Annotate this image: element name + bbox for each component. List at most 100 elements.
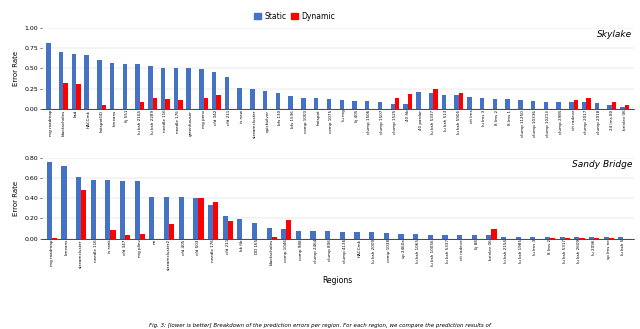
Bar <box>212 72 216 109</box>
Bar <box>594 238 599 239</box>
Bar <box>586 98 591 109</box>
Text: Fig. 3: [lower is better] Breakdown of the prediction errors per region. For eac: Fig. 3: [lower is better] Breakdown of t… <box>149 323 491 328</box>
Bar <box>140 235 145 239</box>
Bar <box>111 230 116 239</box>
Bar <box>193 198 198 239</box>
Bar <box>442 236 447 239</box>
Bar <box>106 180 111 239</box>
Bar <box>612 102 616 109</box>
Bar <box>301 98 306 109</box>
Bar <box>252 223 257 239</box>
Bar <box>428 236 433 239</box>
Bar <box>384 234 389 239</box>
Bar <box>493 99 497 109</box>
Bar <box>286 220 291 239</box>
Bar <box>416 92 420 109</box>
Bar <box>173 68 178 109</box>
Bar <box>134 181 140 239</box>
Bar <box>595 103 599 109</box>
Bar <box>408 94 412 109</box>
Bar <box>72 54 76 109</box>
Y-axis label: Error Rate: Error Rate <box>13 181 19 215</box>
Bar <box>352 101 356 109</box>
Bar <box>164 197 169 239</box>
Text: Skylake: Skylake <box>597 30 632 39</box>
Bar <box>467 97 472 109</box>
Bar <box>148 66 152 109</box>
Bar <box>480 98 484 109</box>
Bar <box>369 233 374 239</box>
Bar <box>276 93 280 109</box>
Bar <box>47 162 52 239</box>
Bar <box>501 237 506 239</box>
Bar <box>281 229 286 239</box>
Bar <box>472 236 477 239</box>
Bar <box>607 105 612 109</box>
Y-axis label: Error Rate: Error Rate <box>13 51 19 86</box>
Bar <box>296 231 301 239</box>
Bar <box>76 177 81 239</box>
Bar <box>120 181 125 239</box>
Bar <box>223 216 228 239</box>
Bar <box>518 100 523 109</box>
Bar <box>46 42 51 109</box>
X-axis label: Regions: Regions <box>323 276 353 285</box>
Bar <box>543 102 548 109</box>
Bar <box>102 105 106 109</box>
Bar <box>459 93 463 109</box>
Bar <box>339 100 344 109</box>
Bar <box>266 228 271 239</box>
Bar <box>314 98 319 109</box>
Bar <box>625 105 629 109</box>
Bar <box>59 52 63 109</box>
Bar <box>454 95 459 109</box>
Bar <box>123 63 127 109</box>
Bar <box>289 96 293 109</box>
Bar <box>161 68 165 109</box>
Bar <box>136 63 140 109</box>
Bar <box>413 235 418 239</box>
Bar <box>365 101 369 109</box>
Bar <box>492 229 497 239</box>
Bar <box>545 237 550 239</box>
Bar <box>61 165 67 239</box>
Bar <box>340 233 345 239</box>
Bar <box>559 237 564 239</box>
Bar <box>604 237 609 239</box>
Bar <box>620 107 625 109</box>
Bar <box>399 235 404 239</box>
Bar <box>149 197 154 239</box>
Bar <box>208 205 213 239</box>
Bar <box>165 99 170 109</box>
Bar <box>429 93 433 109</box>
Bar <box>97 60 102 109</box>
Bar <box>618 237 623 239</box>
Bar <box>531 237 536 239</box>
Bar <box>325 231 330 239</box>
Bar <box>378 102 382 109</box>
Bar <box>84 56 89 109</box>
Bar <box>550 238 556 239</box>
Bar <box>63 83 68 109</box>
Bar <box>564 238 570 239</box>
Bar <box>213 202 218 239</box>
Bar <box>573 100 578 109</box>
Bar <box>355 233 360 239</box>
Bar <box>186 68 191 109</box>
Bar <box>225 77 229 109</box>
Bar <box>506 99 510 109</box>
Bar <box>390 104 395 109</box>
Bar <box>486 236 492 239</box>
Bar <box>169 224 174 239</box>
Bar <box>403 104 408 109</box>
Bar <box>199 69 204 109</box>
Bar <box>569 102 573 109</box>
Bar <box>204 98 208 109</box>
Bar <box>589 237 594 239</box>
Bar <box>110 63 115 109</box>
Bar <box>81 190 86 239</box>
Bar <box>582 102 586 109</box>
Bar <box>52 238 57 239</box>
Bar <box>228 221 233 239</box>
Bar <box>250 89 255 109</box>
